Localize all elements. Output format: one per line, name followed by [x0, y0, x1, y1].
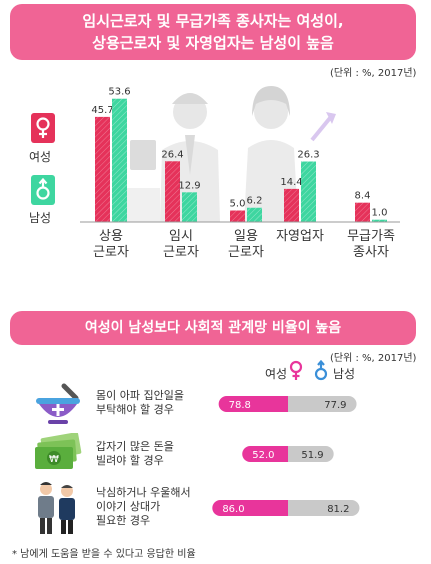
male-bar-4 [372, 219, 387, 222]
female-legend-icon [31, 113, 55, 143]
category-label-1-1: 근로자 [163, 245, 199, 260]
male-value-label-4: 1.0 [372, 208, 388, 219]
two-people-talking-icon [38, 482, 75, 534]
male-symbol-icon [314, 360, 328, 381]
male-bar-2 [247, 207, 262, 222]
male-bar-joint-1 [288, 446, 296, 462]
category-label-4-0: 무급가족 [347, 229, 395, 244]
male-bar-joint-0 [288, 396, 296, 412]
male-symbol-icon [36, 177, 50, 200]
female-symbol-icon [36, 117, 50, 138]
category-label-3-0: 자영업자 [276, 229, 324, 244]
top-title-line2: 상용근로자 및 자영업자는 남성이 높음 [92, 34, 334, 52]
female-value-label-0: 78.8 [229, 400, 251, 411]
category-label-2-0: 일용 [234, 229, 258, 244]
category-label-2-1: 근로자 [228, 245, 264, 260]
mortar-pestle-medicine-icon [36, 383, 80, 424]
category-label-1-0: 임시 [169, 229, 193, 244]
male-legend-label: 남성 [29, 211, 52, 225]
bottom-title-banner: 여성이 남성보다 사회적 관계망 비율이 높음 [10, 311, 416, 345]
top-title-banner: 임시근로자 및 무급가족 종사자는 여성이, 상용근로자 및 자영업자는 남성이… [10, 4, 416, 60]
female-value-label-1: 26.4 [161, 149, 183, 160]
row-label-conversation: 낙심하거나 우울해서 이야기 상대가 필요한 경우 [96, 486, 191, 527]
male-legend-icon [31, 175, 55, 205]
male-value-label-3: 26.3 [297, 150, 319, 161]
male-bar-joint-2 [288, 500, 296, 516]
female-symbol-icon [289, 360, 303, 380]
female-bar-1 [165, 161, 180, 222]
female-bar-0 [218, 396, 288, 412]
male-value-label-0: 53.6 [108, 87, 130, 98]
male-value-label-1: 12.9 [178, 180, 200, 191]
female-value-label-2: 5.0 [230, 199, 246, 210]
female-value-label-3: 14.4 [280, 177, 302, 188]
male-bar-0 [288, 396, 357, 412]
male-column-label: 남성 [333, 367, 356, 381]
svg-text:₩: ₩ [49, 454, 59, 465]
female-column-label: 여성 [265, 367, 288, 381]
bottom-unit-label: (단위 : %, 2017년) [330, 353, 417, 364]
female-bar-joint-1 [280, 446, 288, 462]
male-value-label-2: 81.2 [327, 504, 349, 515]
male-value-label-0: 77.9 [324, 400, 346, 411]
male-bar-1 [182, 192, 197, 222]
male-value-label-2: 6.2 [247, 196, 263, 207]
top-unit-label: (단위 : %, 2017년) [330, 68, 417, 79]
female-value-label-1: 52.0 [252, 450, 274, 461]
female-value-label-4: 8.4 [355, 191, 371, 202]
female-bar-joint-0 [280, 396, 288, 412]
male-bar-0 [112, 98, 127, 222]
female-bar-4 [355, 202, 370, 222]
female-bar-3 [284, 188, 299, 222]
male-value-label-1: 51.9 [301, 450, 323, 461]
top-title-line1: 임시근로자 및 무급가족 종사자는 여성이, [82, 12, 344, 30]
category-label-0-1: 근로자 [93, 245, 129, 260]
male-bar-1 [288, 446, 334, 462]
female-value-label-0: 45.7 [91, 105, 113, 116]
row-label-housework: 몸이 아파 집안일을 부탁해야 할 경우 [96, 389, 184, 416]
female-bar-2 [212, 500, 288, 516]
female-bar-0 [95, 116, 110, 222]
female-bar-joint-2 [280, 500, 288, 516]
row-label-money: 갑자기 많은 돈을 빌려야 할 경우 [96, 440, 174, 467]
female-value-label-2: 86.0 [222, 504, 244, 515]
money-bills-icon: ₩ [35, 433, 82, 469]
category-label-0-0: 상용 [99, 229, 123, 244]
female-legend-label: 여성 [29, 150, 52, 164]
category-label-4-1: 종사자 [353, 245, 389, 260]
female-bar-2 [230, 210, 245, 222]
footnote: * 남에게 도움을 받을 수 있다고 응답한 비율 [12, 549, 196, 560]
male-bar-2 [288, 500, 360, 516]
female-bar-1 [242, 446, 288, 462]
male-bar-3 [301, 161, 316, 222]
